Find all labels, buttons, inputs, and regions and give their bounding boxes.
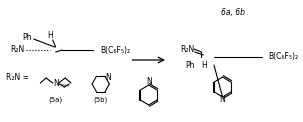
Text: H: H — [47, 31, 53, 41]
Text: B(C₆F₅)₂: B(C₆F₅)₂ — [101, 46, 131, 55]
Text: B(C₆F₅)₂: B(C₆F₅)₂ — [269, 52, 299, 61]
Text: (5b): (5b) — [94, 97, 108, 103]
Text: Ph: Ph — [22, 32, 32, 41]
Text: (5a): (5a) — [48, 97, 63, 103]
Text: Ph: Ph — [185, 61, 195, 70]
Text: R₂N: R₂N — [180, 46, 194, 55]
Text: N: N — [146, 77, 152, 86]
Text: N: N — [220, 96, 225, 105]
Text: N: N — [105, 73, 111, 82]
Text: R₂N: R₂N — [10, 46, 25, 55]
Text: N: N — [53, 80, 58, 88]
Text: R₂N =: R₂N = — [6, 72, 29, 81]
Text: H: H — [201, 61, 207, 71]
Text: 6a, 6b: 6a, 6b — [221, 7, 245, 16]
